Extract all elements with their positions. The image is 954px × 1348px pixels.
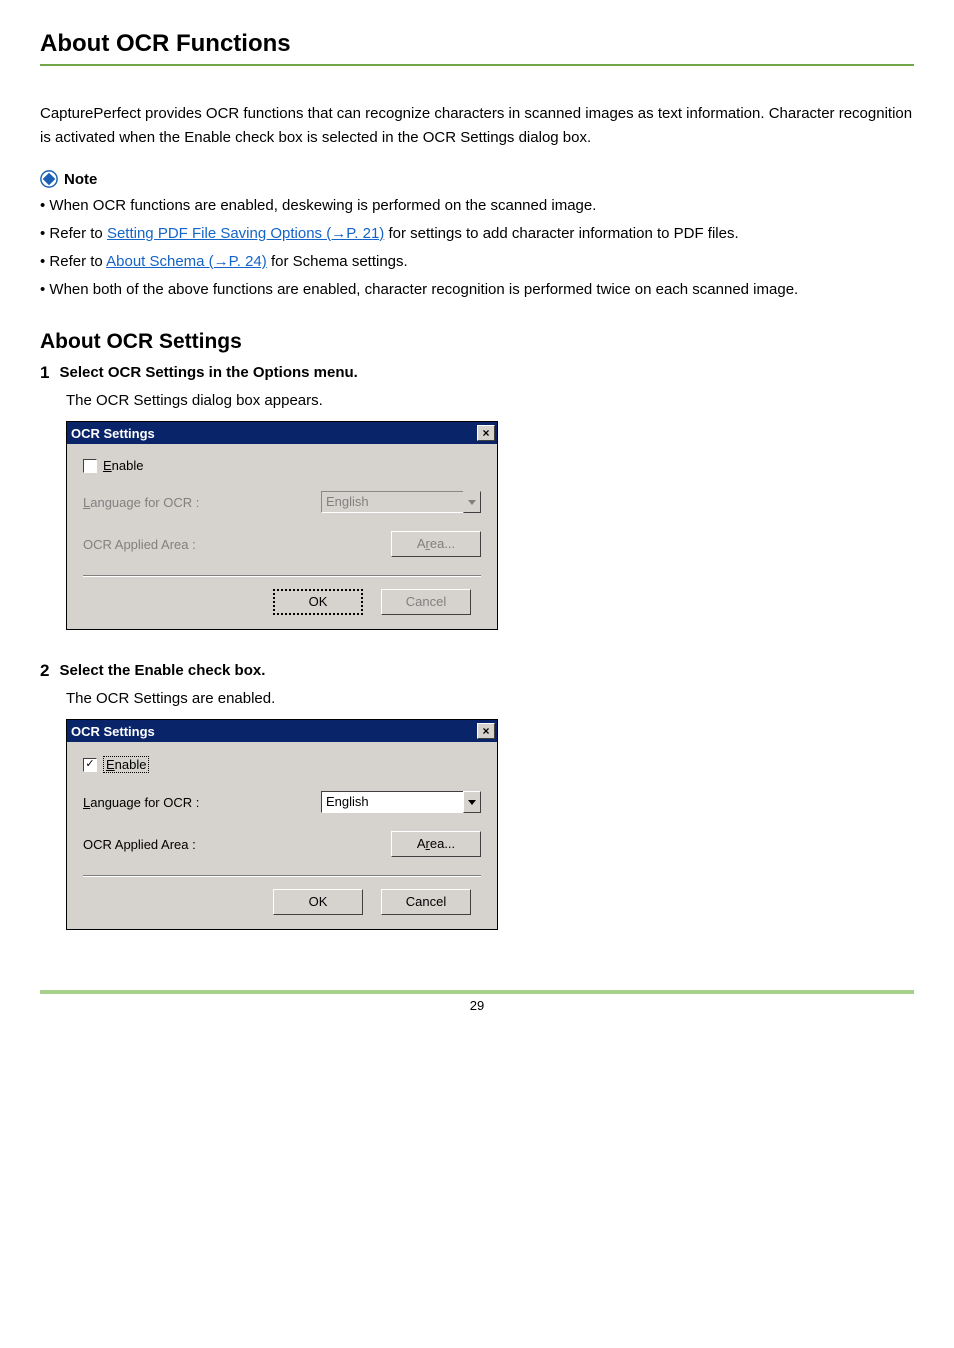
step-title: Select OCR Settings in the Options menu. [59,362,357,383]
note-item: When both of the above functions are ena… [40,278,914,302]
dialog-titlebar: OCR Settings × [67,422,497,444]
note-list: When OCR functions are enabled, deskewin… [40,194,914,302]
dialog-buttons: OK Cancel [83,589,481,615]
title-underline [40,64,914,66]
note-header: Note [40,170,914,188]
ok-button[interactable]: OK [273,589,363,615]
schema-link[interactable]: About Schema (→P. 24) [106,253,267,270]
step-2: 2 Select the Enable check box. [40,660,914,682]
dialog-title: OCR Settings [71,426,155,441]
dialog-title: OCR Settings [71,724,155,739]
enable-row: ✓ Enable [83,756,481,773]
step-subtext: The OCR Settings dialog box appears. [66,392,914,409]
pdf-options-link[interactable]: Setting PDF File Saving Options (→P. 21) [107,225,384,242]
chevron-down-icon[interactable] [463,791,481,813]
area-label: OCR Applied Area : [83,837,196,852]
page-footer: 29 [40,990,914,1013]
note-text: Refer to [49,225,107,242]
language-value: English [321,491,463,513]
step-number: 1 [40,362,49,384]
enable-label: Enable [103,756,149,773]
language-row: Language for OCR : English [83,491,481,513]
dialog-buttons: OK Cancel [83,889,481,915]
ocr-settings-dialog-enabled: OCR Settings × ✓ Enable Language for OCR… [66,719,498,930]
note-item: Refer to Setting PDF File Saving Options… [40,222,914,246]
enable-checkbox[interactable] [83,459,97,473]
area-row: OCR Applied Area : Area... [83,531,481,557]
note-item: Refer to About Schema (→P. 24) for Schem… [40,250,914,274]
close-icon[interactable]: × [477,425,495,441]
page-number: 29 [40,998,914,1013]
dialog-body: ✓ Enable Language for OCR : English OCR … [67,742,497,929]
footer-line [40,990,914,994]
language-combo: English [321,491,481,513]
step-number: 2 [40,660,49,682]
step-subtext: The OCR Settings are enabled. [66,690,914,707]
step-title: Select the Enable check box. [59,660,265,681]
area-button: Area... [391,531,481,557]
ok-button[interactable]: OK [273,889,363,915]
language-row: Language for OCR : English [83,791,481,813]
diamond-icon [40,170,58,188]
note-label: Note [64,171,97,188]
section-heading: About OCR Settings [40,330,914,354]
area-button[interactable]: Area... [391,831,481,857]
note-text: for settings to add character informatio… [384,225,738,242]
cancel-button: Cancel [381,589,471,615]
language-value[interactable]: English [321,791,463,813]
enable-checkbox[interactable]: ✓ [83,758,97,772]
language-label: Language for OCR : [83,795,199,810]
note-text: for Schema settings. [267,253,408,270]
close-icon[interactable]: × [477,723,495,739]
separator [83,875,481,877]
ocr-settings-dialog-disabled: OCR Settings × Enable Language for OCR :… [66,421,498,630]
intro-text: CapturePerfect provides OCR functions th… [40,102,914,150]
cancel-button[interactable]: Cancel [381,889,471,915]
enable-row: Enable [83,458,481,473]
step-1: 1 Select OCR Settings in the Options men… [40,362,914,384]
note-item: When OCR functions are enabled, deskewin… [40,194,914,218]
chevron-down-icon [463,491,481,513]
language-label: Language for OCR : [83,495,199,510]
note-text: Refer to [49,253,106,270]
area-row: OCR Applied Area : Area... [83,831,481,857]
language-combo[interactable]: English [321,791,481,813]
dialog-body: Enable Language for OCR : English OCR Ap… [67,444,497,629]
page-title: About OCR Functions [40,30,914,58]
dialog-titlebar: OCR Settings × [67,720,497,742]
enable-label: Enable [103,458,143,473]
separator [83,575,481,577]
area-label: OCR Applied Area : [83,537,196,552]
